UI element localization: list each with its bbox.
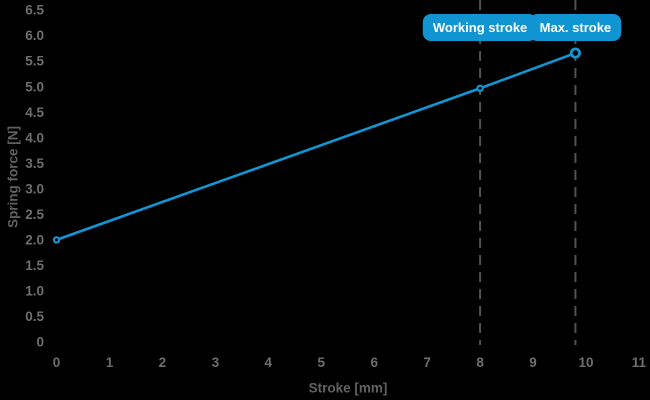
x-tick-label: 1 [106, 355, 114, 370]
x-tick-label: 11 [632, 355, 647, 370]
x-tick-label: 2 [159, 355, 167, 370]
x-tick-label: 5 [317, 355, 325, 370]
x-tick-label: 9 [529, 355, 537, 370]
x-axis-title: Stroke [mm] [308, 380, 388, 396]
x-tick-label: 4 [265, 355, 273, 370]
y-tick-label: 1.5 [25, 258, 44, 273]
annotation-badge-max-stroke: Max. stroke [529, 14, 622, 41]
y-tick-label: 5.0 [25, 79, 44, 94]
annotation-badge-working-stroke: Working stroke [422, 14, 538, 41]
data-point-marker [476, 84, 484, 92]
y-tick-label: 1.0 [25, 283, 44, 298]
data-point-marker [569, 47, 582, 59]
x-tick-label: 0 [53, 355, 61, 370]
y-tick-label: 4.0 [25, 130, 44, 145]
data-point-marker [52, 236, 61, 244]
y-tick-label: 0 [36, 335, 44, 350]
series-line [56, 51, 576, 242]
y-tick-label: 6.0 [25, 28, 44, 43]
y-tick-label: 6.5 [25, 3, 44, 18]
x-tick-label: 8 [476, 355, 484, 370]
y-tick-label: 2.0 [25, 232, 44, 247]
x-tick-label: 10 [578, 355, 593, 370]
y-tick-label: 2.5 [25, 207, 44, 222]
y-tick-label: 4.5 [25, 105, 44, 120]
y-tick-label: 0.5 [25, 309, 44, 324]
y-tick-label: 3.0 [25, 181, 44, 196]
y-axis-title: Spring force [N] [5, 125, 21, 229]
x-tick-label: 7 [423, 355, 431, 370]
x-tick-label: 6 [370, 355, 378, 370]
x-tick-label: 3 [212, 355, 220, 370]
y-tick-label: 3.5 [25, 156, 44, 171]
y-tick-label: 5.5 [25, 54, 44, 69]
